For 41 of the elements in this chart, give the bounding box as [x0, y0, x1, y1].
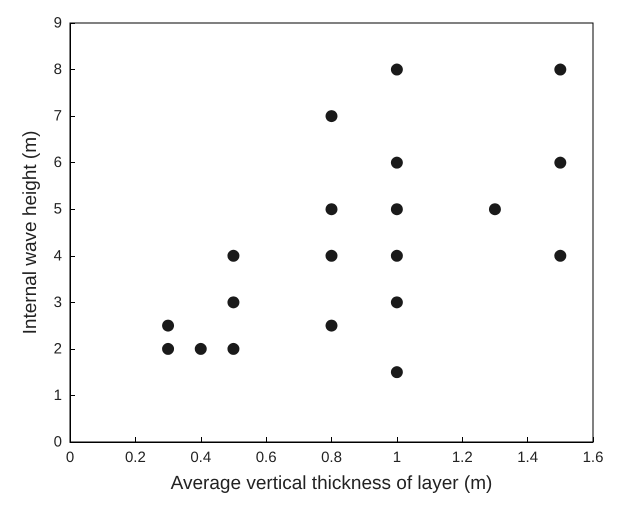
x-tick-label: 1	[392, 449, 402, 466]
y-tick-label: 4	[54, 247, 62, 264]
y-tick-label: 3	[54, 294, 62, 311]
y-tick-label: 5	[54, 200, 62, 218]
y-tick-label: 8	[54, 61, 62, 78]
point	[554, 250, 566, 262]
point	[554, 156, 566, 169]
x-tick-label: 0.6	[256, 449, 277, 466]
x-tick-label: 0	[66, 449, 74, 466]
point	[227, 296, 240, 308]
x-tick-label: 0.2	[124, 449, 146, 466]
y-tick-label: 6	[54, 154, 62, 172]
y-tick-label: 7	[54, 108, 62, 125]
point	[162, 342, 174, 355]
point	[390, 64, 403, 76]
x-tick-label: 1.4	[517, 449, 538, 466]
y-tick-label: 1	[54, 386, 62, 404]
y-tick-label: 2	[54, 340, 62, 358]
x-axis-title: Average vertical thickness of layer (m)	[170, 473, 492, 494]
point	[390, 203, 403, 216]
y-axis-title: Internal wave height (m)	[20, 130, 41, 334]
x-tick-label: 1.2	[452, 449, 473, 466]
y-tick-label: 9	[54, 14, 62, 32]
point	[227, 342, 240, 355]
point	[326, 250, 338, 262]
point	[326, 110, 338, 122]
point	[390, 366, 403, 378]
point	[390, 156, 403, 169]
point	[554, 64, 566, 76]
point	[390, 250, 403, 262]
x-tick-label: 1.6	[582, 449, 604, 466]
point	[326, 320, 338, 332]
point	[227, 250, 240, 262]
point	[488, 203, 501, 216]
point	[390, 296, 403, 308]
point	[326, 203, 338, 216]
point	[162, 320, 174, 332]
point	[194, 342, 207, 355]
x-tick-label: 0.4	[190, 449, 212, 466]
y-tick-label: 0	[54, 434, 62, 450]
x-tick-label: 0.8	[321, 449, 342, 466]
